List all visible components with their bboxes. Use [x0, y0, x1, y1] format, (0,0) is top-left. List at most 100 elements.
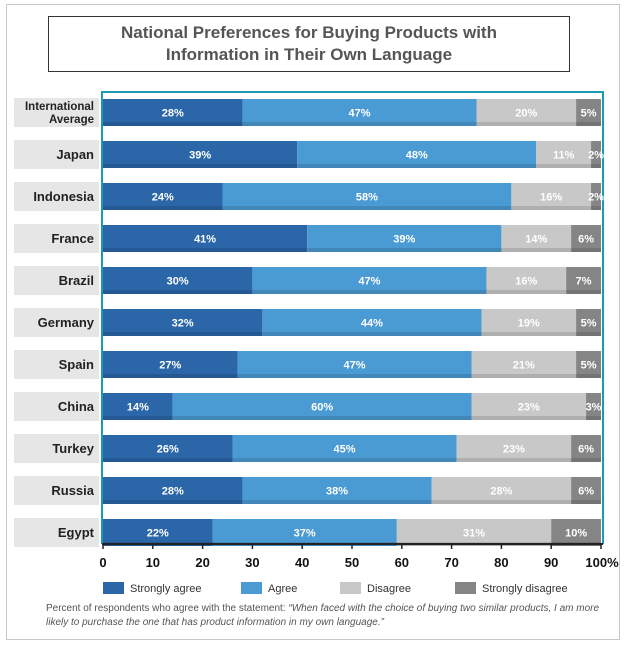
legend-swatch — [103, 582, 124, 594]
category-label: Russia — [51, 483, 94, 498]
bar-segment — [297, 141, 537, 168]
bar-segment — [536, 141, 592, 168]
category-label-bg — [14, 392, 99, 421]
bar-segment — [212, 519, 397, 546]
data-label: 23% — [503, 444, 525, 456]
category-label-bg — [14, 266, 99, 295]
data-label: 47% — [348, 108, 370, 120]
bar-segment-shade — [471, 374, 577, 378]
bar-segment — [476, 99, 577, 126]
bar-segment-shade — [103, 164, 298, 168]
bar-segment — [576, 99, 601, 126]
data-label: 16% — [515, 276, 537, 288]
category-label: Turkey — [52, 441, 94, 456]
bar-segment-shade — [242, 500, 432, 504]
chart-title: National Preferences for Buying Products… — [121, 23, 497, 64]
bar-segment — [566, 267, 601, 294]
bar-segment — [481, 309, 577, 336]
category-label: France — [51, 231, 94, 246]
x-tick-label: 100% — [585, 555, 619, 570]
data-label: 47% — [358, 276, 380, 288]
bar-segment — [103, 519, 213, 546]
category-label: International Average — [25, 101, 94, 126]
bar-segment — [576, 309, 601, 336]
data-label: 48% — [406, 150, 428, 162]
data-label: 32% — [172, 318, 194, 330]
bar-segment — [232, 435, 457, 462]
bar-segment — [242, 477, 432, 504]
data-label: 23% — [518, 402, 540, 414]
legend-label: Agree — [268, 583, 297, 595]
bar-segment-shade — [103, 374, 238, 378]
data-label: 58% — [356, 192, 378, 204]
bar-segment — [576, 351, 601, 378]
data-label: 2% — [588, 150, 604, 162]
data-label: 60% — [311, 402, 333, 414]
bar-segment — [237, 351, 472, 378]
data-label: 30% — [167, 276, 189, 288]
data-label: 28% — [162, 108, 184, 120]
bar-segment-shade — [576, 374, 601, 378]
bar-segment-shade — [103, 416, 173, 420]
data-label: 6% — [578, 234, 594, 246]
bar-segment — [103, 351, 238, 378]
bar-segment — [396, 519, 552, 546]
bar-segment-shade — [103, 122, 243, 126]
category-label-bg — [14, 518, 99, 547]
bar-segment — [501, 225, 572, 252]
data-label: 5% — [581, 360, 597, 372]
bar-segment — [103, 99, 243, 126]
legend-label: Strongly agree — [130, 583, 202, 595]
bar-segment-shade — [511, 206, 592, 210]
bar-segment — [103, 225, 308, 252]
bar-segment-shade — [571, 500, 601, 504]
bar-segment-shade — [586, 416, 601, 420]
category-label-bg — [14, 350, 99, 379]
data-label: 39% — [393, 234, 415, 246]
category-label: Japan — [56, 147, 94, 162]
bar-segment-shade — [297, 164, 537, 168]
bar-segment — [591, 141, 601, 168]
legend-label: Strongly disagree — [482, 583, 568, 595]
data-label: 6% — [578, 444, 594, 456]
data-label: 7% — [576, 276, 592, 288]
bar-segment-shade — [566, 290, 601, 294]
data-label: 14% — [525, 234, 547, 246]
bar-segment — [551, 519, 601, 546]
bar-segment-shade — [536, 164, 592, 168]
bar-segment — [172, 393, 472, 420]
bar-segment — [471, 393, 587, 420]
bar-segment — [103, 477, 243, 504]
bar-segment-shade — [571, 248, 601, 252]
bar-segment-shade — [576, 332, 601, 336]
bar-segment — [103, 393, 173, 420]
bar-segment-shade — [591, 206, 601, 210]
bar-segment-shade — [591, 164, 601, 168]
plot-border — [101, 91, 604, 544]
x-tick-label: 30 — [245, 555, 259, 570]
legend-label: Disagree — [367, 583, 411, 595]
data-label: 27% — [159, 360, 181, 372]
bar-segment-shade — [252, 290, 487, 294]
bar-segment — [571, 225, 601, 252]
bar-segment-shade — [103, 248, 308, 252]
data-label: 10% — [565, 528, 587, 540]
legend-swatch — [455, 582, 476, 594]
bar-segment — [103, 183, 223, 210]
category-label: Germany — [38, 315, 95, 330]
bar-segment — [456, 435, 572, 462]
data-label: 31% — [463, 528, 485, 540]
bar-segment — [571, 435, 601, 462]
bar-segment-shade — [172, 416, 472, 420]
category-label-bg — [14, 476, 99, 505]
category-label-bg — [14, 98, 99, 127]
x-tick-label: 70 — [444, 555, 458, 570]
bar-segment — [262, 309, 482, 336]
data-label: 22% — [147, 528, 169, 540]
data-label: 47% — [343, 360, 365, 372]
category-label-bg — [14, 434, 99, 463]
bar-segment — [486, 267, 567, 294]
bar-segment — [103, 267, 253, 294]
bar-segment — [431, 477, 572, 504]
